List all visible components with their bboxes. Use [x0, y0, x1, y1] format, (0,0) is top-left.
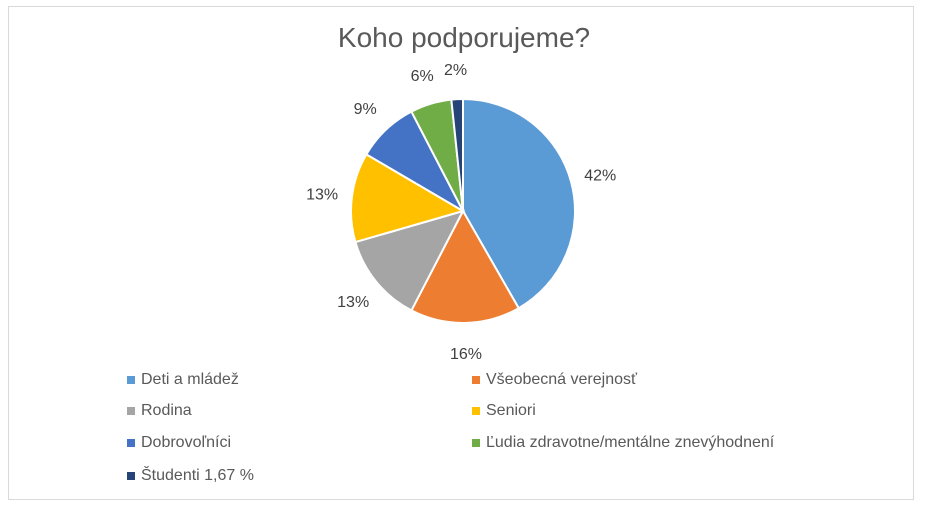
legend-label: Ľudia zdravotne/mentálne znevýhodnení: [486, 434, 775, 451]
pie-slice: [350, 152, 466, 244]
legend-item-verejnost: Všeobecná verejnosť: [472, 370, 637, 390]
slice-data-label: 16%: [450, 346, 482, 363]
slice-data-label: 13%: [337, 294, 369, 311]
legend-swatch: [127, 439, 135, 447]
legend-swatch: [472, 407, 480, 415]
pie-slice: [462, 97, 576, 310]
legend-label: Študenti 1,67 %: [141, 467, 254, 484]
legend-label: Seniori: [486, 402, 536, 419]
slice-data-label: 13%: [306, 186, 338, 203]
legend-item-dobrovolnici: Dobrovoľníci: [127, 433, 231, 453]
legend-label: Dobrovoľníci: [141, 434, 232, 451]
legend-label: Rodina: [141, 402, 192, 419]
legend-item-studenti: Študenti 1,67 %: [127, 466, 254, 486]
slice-data-label: 9%: [354, 101, 377, 118]
legend-swatch: [472, 376, 480, 384]
legend-label: Všeobecná verejnosť: [486, 371, 637, 388]
legend-swatch: [127, 407, 135, 415]
legend-swatch: [127, 472, 135, 480]
pie-slice: [410, 208, 521, 324]
slice-data-label: 2%: [444, 62, 467, 79]
chart-title: Koho podporujeme?: [337, 22, 591, 53]
pie-slice: [354, 209, 465, 312]
pie-slice: [450, 97, 464, 212]
slice-data-label: 42%: [584, 167, 616, 184]
legend-swatch: [127, 376, 135, 384]
legend-item-znevyhodneni: Ľudia zdravotne/mentálne znevýhodnení: [472, 433, 774, 453]
legend-swatch: [472, 439, 480, 447]
legend-item-deti: Deti a mládež: [127, 370, 239, 390]
legend-label: Deti a mládež: [141, 371, 239, 388]
slice-data-label: 6%: [411, 68, 434, 85]
legend-item-seniori: Seniori: [472, 401, 536, 421]
legend-item-rodina: Rodina: [127, 401, 192, 421]
